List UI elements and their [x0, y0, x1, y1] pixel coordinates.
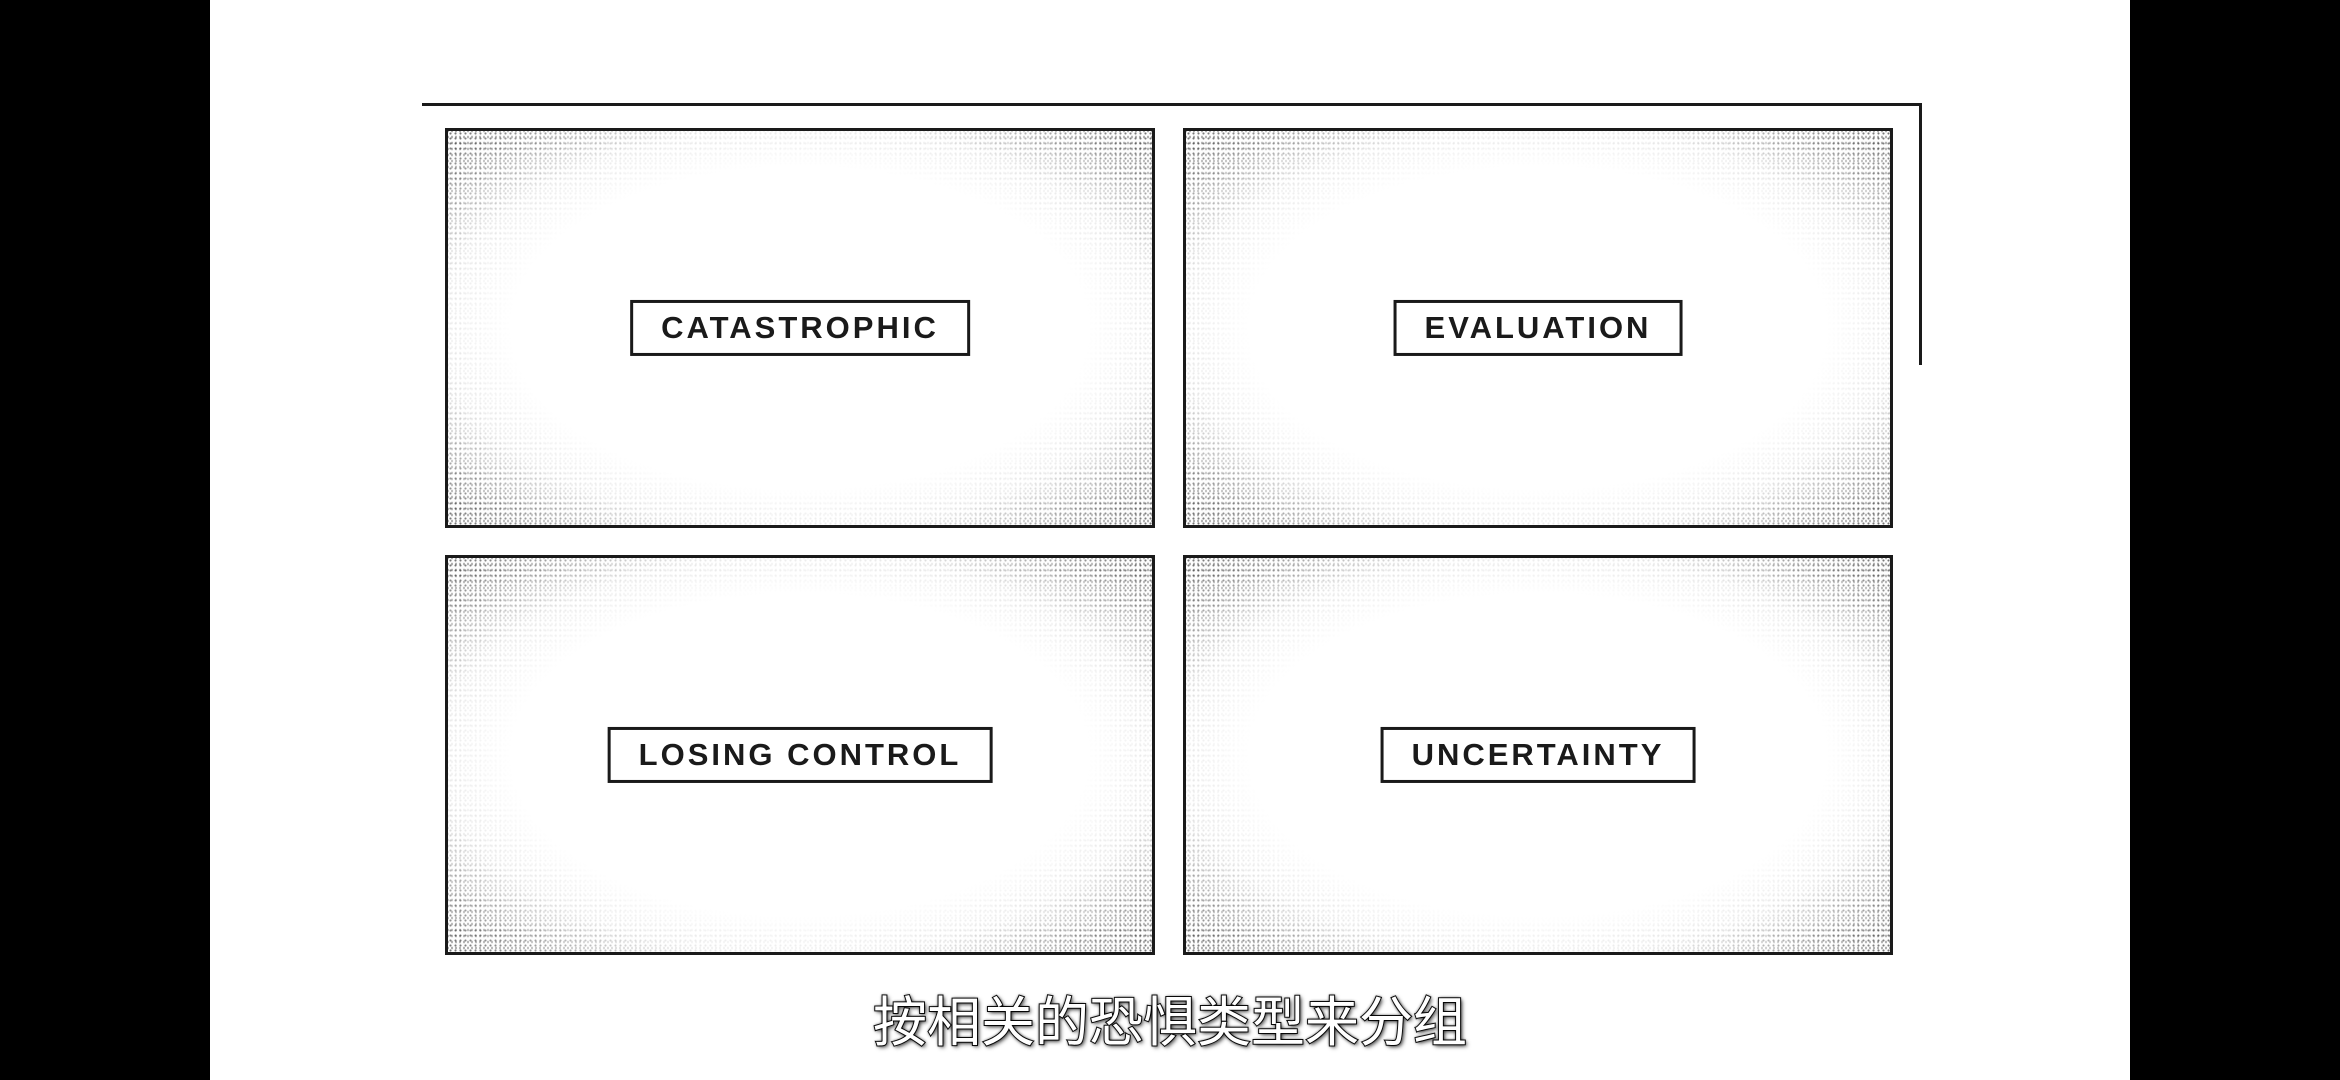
video-subtitle: 按相关的恐惧类型来分组 — [872, 991, 1468, 1054]
label-catastrophic: CATASTROPHIC — [630, 299, 970, 357]
label-losing-control: LOSING CONTROL — [607, 726, 993, 784]
letterbox-left — [0, 0, 210, 1080]
panel-evaluation: EVALUATION — [1183, 128, 1893, 528]
right-rule-line — [1919, 103, 1922, 365]
label-uncertainty: UNCERTAINTY — [1380, 726, 1696, 784]
panel-catastrophic: CATASTROPHIC — [445, 128, 1155, 528]
label-evaluation: EVALUATION — [1393, 299, 1683, 357]
video-frame: CATASTROPHIC EVALUATION LOSING CONTROL U… — [210, 0, 2130, 1080]
panel-losing-control: LOSING CONTROL — [445, 555, 1155, 955]
top-rule-line — [422, 103, 1922, 106]
panel-uncertainty: UNCERTAINTY — [1183, 555, 1893, 955]
letterbox-right — [2130, 0, 2340, 1080]
